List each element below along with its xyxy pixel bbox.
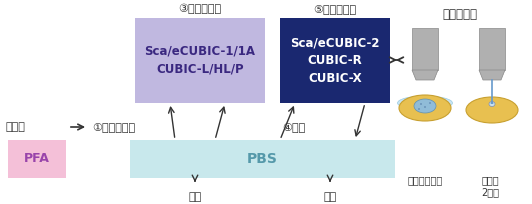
Text: PBS: PBS <box>247 152 278 166</box>
Ellipse shape <box>414 99 436 113</box>
FancyBboxPatch shape <box>412 28 438 70</box>
Text: ⑤屈折率調整: ⑤屈折率調整 <box>313 4 356 14</box>
Ellipse shape <box>418 108 420 110</box>
FancyBboxPatch shape <box>8 140 66 178</box>
Ellipse shape <box>466 97 518 123</box>
Text: ①固定後洗浄: ①固定後洗浄 <box>92 122 135 132</box>
Text: ⓪固定: ⓪固定 <box>5 122 25 132</box>
Text: 保存: 保存 <box>188 192 202 202</box>
FancyBboxPatch shape <box>280 18 390 103</box>
Ellipse shape <box>429 102 431 104</box>
Ellipse shape <box>491 102 494 104</box>
Text: 保存: 保存 <box>323 192 337 202</box>
FancyBboxPatch shape <box>135 18 265 103</box>
FancyBboxPatch shape <box>130 140 395 178</box>
Ellipse shape <box>399 95 451 121</box>
Ellipse shape <box>424 106 426 108</box>
Polygon shape <box>412 70 438 80</box>
Text: ライトシート: ライトシート <box>408 175 443 185</box>
Text: 顕微鏡観察: 顕微鏡観察 <box>443 8 478 21</box>
Text: 共焦点
2光子: 共焦点 2光子 <box>481 175 499 197</box>
Text: Sca/eCUBIC-2
CUBIC-R
CUBIC-X: Sca/eCUBIC-2 CUBIC-R CUBIC-X <box>290 36 380 85</box>
FancyBboxPatch shape <box>479 28 505 70</box>
Text: Sca/eCUBIC-1/1A
CUBIC-L/HL/P: Sca/eCUBIC-1/1A CUBIC-L/HL/P <box>145 45 255 76</box>
Text: PFA: PFA <box>24 153 50 165</box>
Ellipse shape <box>397 96 453 110</box>
Text: ④洗浄: ④洗浄 <box>282 122 305 132</box>
Ellipse shape <box>420 103 422 105</box>
Text: ③脂脈・脱色: ③脂脈・脱色 <box>178 4 221 14</box>
Ellipse shape <box>489 102 495 106</box>
Polygon shape <box>479 70 505 80</box>
